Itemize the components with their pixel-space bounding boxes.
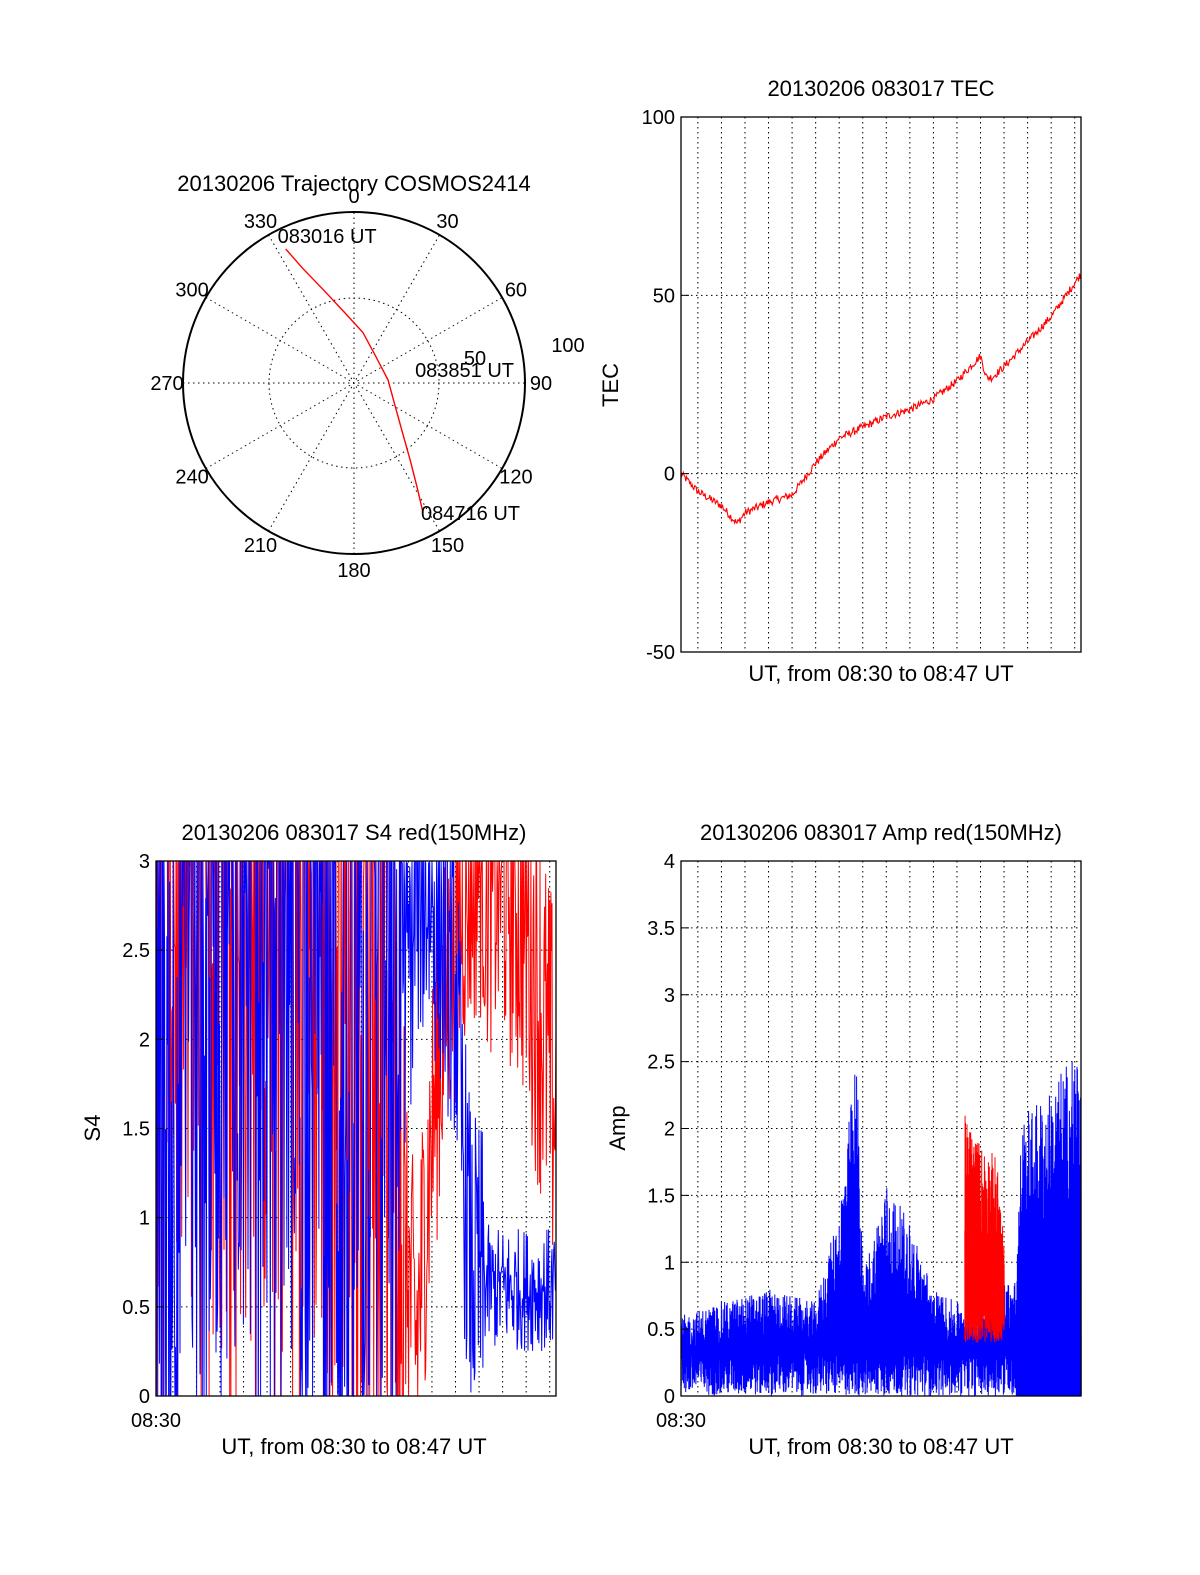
tec-ticklabel: -50 (646, 642, 675, 664)
s4-ticklabel: 1.5 (122, 1119, 150, 1141)
s4-y-ticks: 0 0.5 1 1.5 2 2.5 3 (122, 851, 164, 1408)
tec-grid (681, 117, 1081, 652)
polar-trajectory-panel: 20130206 Trajectory COSMOS2414 0 30 60 90 12… (150, 171, 584, 582)
s4-title: 20130206 083017 S4 red(150MHz) (182, 820, 527, 845)
amp-ylabel: Amp (605, 1105, 630, 1150)
polar-annotation: 083851 UT (415, 360, 514, 382)
polar-title: 20130206 Trajectory COSMOS2414 (177, 171, 530, 196)
s4-panel: 20130206 083017 S4 red(150MHz) 0 0.5 1 1.5 2… (80, 820, 557, 1459)
polar-angle-label: 0 (348, 186, 359, 208)
s4-ticklabel: 0 (139, 1386, 150, 1408)
tec-panel: 20130206 083017 TEC -50 0 50 100 UT, from 0… (598, 76, 1082, 686)
amp-y-ticks: 0 0.5 1 1.5 2 2.5 3 3.5 4 (647, 851, 689, 1408)
polar-angle-label: 150 (431, 535, 464, 557)
polar-outer-ring (182, 211, 526, 555)
polar-angle-label: 240 (175, 467, 208, 489)
polar-angle-label: 120 (499, 467, 532, 489)
amp-panel: 20130206 083017 Amp red(150MHz) 0 0.5 1 1.5… (605, 820, 1082, 1459)
amp-ticklabel: 1 (664, 1252, 675, 1274)
polar-angle-label: 330 (244, 211, 277, 233)
polar-annotation: 083016 UT (278, 226, 377, 248)
tec-y-ticks: -50 0 50 100 (642, 107, 689, 664)
polar-annotations: 083016 UT 083851 UT 084716 UT (278, 226, 520, 525)
polar-grid (183, 212, 525, 554)
polar-angle-label: 180 (337, 560, 370, 582)
s4-ticklabel: 3 (139, 851, 150, 873)
tec-xlabel: UT, from 08:30 to 08:47 UT (748, 661, 1013, 686)
amp-line-blue (680, 1061, 1082, 1397)
amp-ticklabel: 3 (664, 985, 675, 1007)
polar-grid-spoke (268, 234, 440, 532)
polar-angle-label: 90 (530, 373, 552, 395)
s4-xtick-0830: 08:30 (131, 1410, 181, 1432)
amp-ticklabel: 2.5 (647, 1052, 675, 1074)
amp-ticklabel: 4 (664, 851, 675, 873)
tec-line (680, 273, 1082, 525)
tec-series (680, 273, 1082, 525)
polar-radius-label: 50 (464, 348, 486, 370)
s4-ticklabel: 2.5 (122, 940, 150, 962)
polar-angle-label: 30 (436, 211, 458, 233)
amp-ticklabel: 1.5 (647, 1185, 675, 1207)
s4-ticklabel: 1 (139, 1208, 150, 1230)
polar-track-line (285, 248, 424, 514)
s4-ticklabel: 0.5 (122, 1297, 150, 1319)
polar-angle-label: 300 (175, 280, 208, 302)
amp-line-red (964, 1115, 1005, 1343)
amp-ticklabel: 0 (664, 1386, 675, 1408)
s4-ticklabel: 2 (139, 1029, 150, 1051)
amp-ticklabel: 2 (664, 1119, 675, 1141)
polar-track (285, 248, 424, 514)
tec-frame (680, 116, 1082, 653)
amp-xlabel: UT, from 08:30 to 08:47 UT (748, 1434, 1013, 1459)
polar-annotation: 084716 UT (421, 503, 520, 525)
polar-angle-labels: 0 30 60 90 120 150 180 210 240 270 300 330 50 100 (150, 186, 584, 582)
amp-series (680, 1061, 1082, 1397)
polar-angle-label: 270 (150, 373, 183, 395)
tec-ticklabel: 0 (664, 464, 675, 486)
tec-ylabel: TEC (598, 363, 623, 407)
s4-ylabel: S4 (80, 1115, 105, 1142)
amp-ticklabel: 0.5 (647, 1319, 675, 1341)
polar-angle-label: 60 (505, 280, 527, 302)
polar-radius-label: 100 (551, 335, 584, 357)
polar-angle-label: 210 (244, 535, 277, 557)
tec-title: 20130206 083017 TEC (767, 76, 994, 101)
tec-ticklabel: 100 (642, 107, 675, 129)
amp-xtick-0830: 08:30 (656, 1410, 706, 1432)
s4-xlabel: UT, from 08:30 to 08:47 UT (221, 1434, 486, 1459)
amp-title: 20130206 083017 Amp red(150MHz) (700, 820, 1062, 845)
amp-ticklabel: 3.5 (647, 918, 675, 940)
tec-ticklabel: 50 (653, 285, 675, 307)
